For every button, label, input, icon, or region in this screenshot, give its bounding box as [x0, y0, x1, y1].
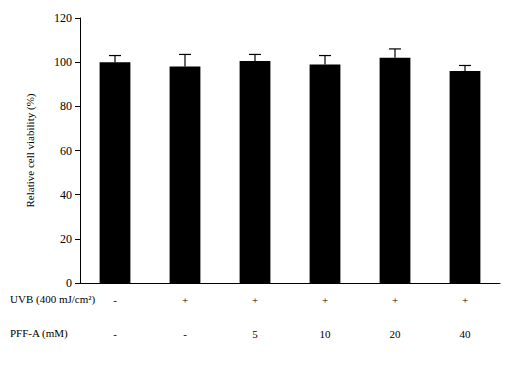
svg-text:80: 80: [60, 99, 72, 113]
svg-text:-: -: [113, 328, 117, 340]
svg-text:120: 120: [54, 11, 72, 25]
svg-text:0: 0: [66, 276, 72, 290]
svg-text:100: 100: [54, 55, 72, 69]
svg-text:5: 5: [252, 328, 258, 340]
svg-text:+: +: [182, 294, 188, 306]
svg-text:60: 60: [60, 144, 72, 158]
svg-text:PFF-A (mM): PFF-A (mM): [10, 327, 68, 340]
svg-text:+: +: [392, 294, 398, 306]
svg-text:10: 10: [320, 328, 332, 340]
svg-text:UVB (400 mJ/cm²): UVB (400 mJ/cm²): [10, 293, 96, 306]
svg-text:20: 20: [60, 232, 72, 246]
svg-text:-: -: [183, 328, 187, 340]
svg-text:Relative cell viability (%): Relative cell viability (%): [24, 93, 37, 207]
svg-text:+: +: [462, 294, 468, 306]
svg-text:+: +: [322, 294, 328, 306]
svg-text:+: +: [252, 294, 258, 306]
svg-text:-: -: [113, 294, 117, 306]
svg-text:40: 40: [460, 328, 472, 340]
svg-text:40: 40: [60, 188, 72, 202]
svg-text:20: 20: [390, 328, 402, 340]
